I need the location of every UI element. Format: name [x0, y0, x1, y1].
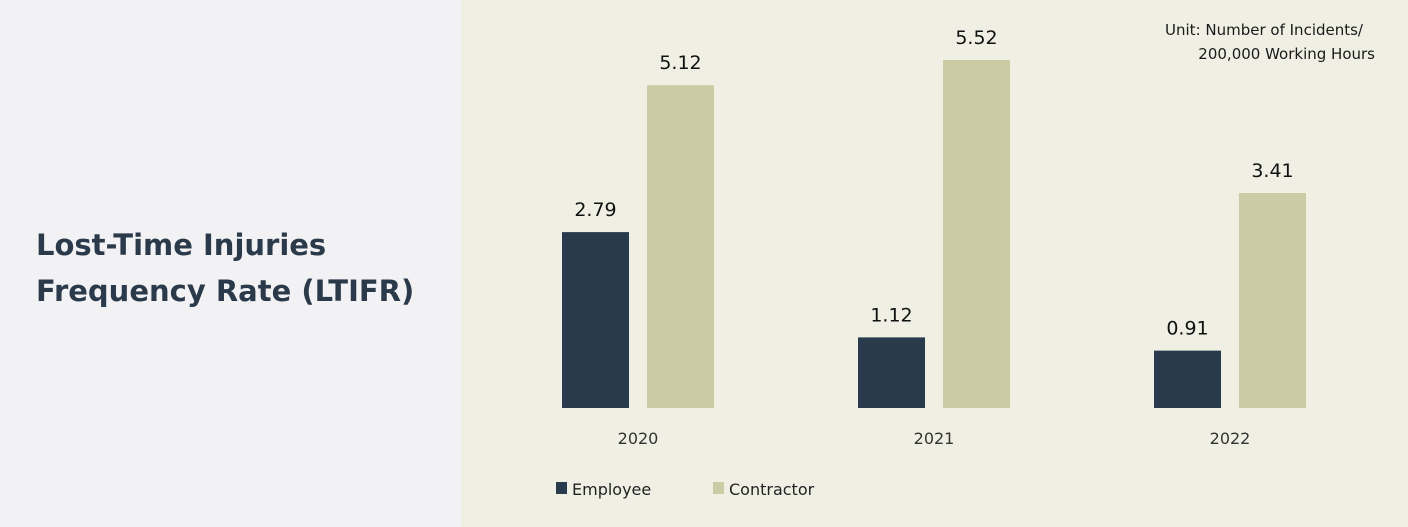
chart-panel: Unit: Number of Incidents/ 200,000 Worki…	[461, 0, 1408, 527]
title-panel: Lost-Time Injuries Frequency Rate (LTIFR…	[0, 0, 461, 527]
unit-note: Unit: Number of Incidents/ 200,000 Worki…	[1165, 18, 1375, 66]
bar-employee-2022	[1154, 350, 1221, 408]
category-label-2020: 2020	[618, 429, 659, 448]
category-label-2022: 2022	[1210, 429, 1251, 448]
bar-contractor-2020	[647, 85, 714, 408]
bar-contractor-2022	[1239, 193, 1306, 408]
chart-title: Lost-Time Injuries Frequency Rate (LTIFR…	[36, 222, 414, 314]
data-label-contractor-2022: 3.41	[1251, 160, 1293, 182]
data-label-contractor-2021: 5.52	[955, 27, 997, 49]
data-label-employee-2020: 2.79	[574, 199, 616, 221]
data-label-employee-2022: 0.91	[1166, 318, 1208, 340]
chart-title-line-2: Frequency Rate (LTIFR)	[36, 274, 415, 308]
legend-label-contractor: Contractor	[729, 480, 815, 499]
legend-swatch-employee	[556, 482, 567, 494]
bar-contractor-2021	[943, 60, 1010, 408]
legend-swatch-contractor	[713, 482, 724, 494]
chart-title-line-1: Lost-Time Injuries	[36, 228, 327, 262]
unit-note-line-2: 200,000 Working Hours	[1198, 45, 1375, 63]
category-label-2021: 2021	[914, 429, 955, 448]
bar-employee-2021	[858, 337, 925, 408]
legend-label-employee: Employee	[572, 480, 651, 499]
data-label-employee-2021: 1.12	[870, 304, 912, 326]
data-label-contractor-2020: 5.12	[659, 52, 701, 74]
bar-employee-2020	[562, 232, 629, 408]
bar-chart: 2.79 5.12 2020 1.12 5.52 2021 0.91 3.41 2022 Empl…	[556, 27, 1306, 499]
unit-note-line-1: Unit: Number of Incidents/	[1165, 21, 1363, 39]
